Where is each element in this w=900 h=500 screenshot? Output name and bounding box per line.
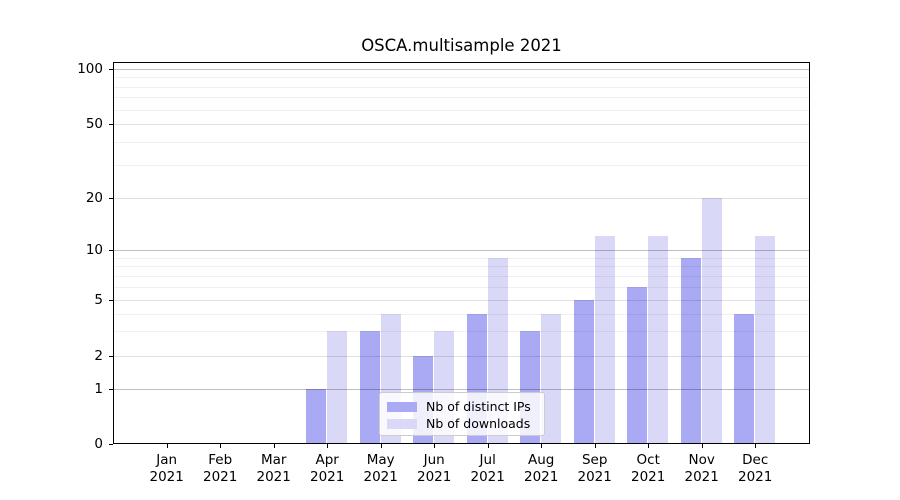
x-tick-dec: [755, 444, 756, 448]
chart-title: OSCA.multisample 2021: [361, 36, 562, 55]
gridline-minor-6: [114, 287, 809, 288]
gridline-minor-3: [114, 331, 809, 332]
gridline-medium-2: [114, 356, 809, 357]
y-tick-label-1: 1: [94, 381, 103, 397]
x-tick-label-apr: Apr 2021: [310, 452, 345, 485]
x-tick-label-nov: Nov 2021: [684, 452, 719, 485]
gridline-minor-8: [114, 266, 809, 267]
x-tick-sep: [595, 444, 596, 448]
x-tick-label-aug: Aug 2021: [524, 452, 559, 485]
bar-downloads-oct: [648, 236, 669, 444]
gridline-major-100: [114, 69, 809, 70]
gridline-minor-4: [114, 314, 809, 315]
legend-swatch-downloads: [387, 418, 417, 429]
x-tick-label-feb: Feb 2021: [203, 452, 238, 485]
x-tick-may: [381, 444, 382, 448]
x-tick-feb: [220, 444, 221, 448]
y-tick-100: [109, 69, 113, 70]
y-tick-label-50: 50: [85, 116, 103, 132]
y-tick-label-10: 10: [85, 242, 103, 258]
y-tick-10: [109, 250, 113, 251]
y-tick-20: [109, 198, 113, 199]
legend-item-distinct-ips: Nb of distinct IPs: [387, 398, 536, 415]
y-tick-5: [109, 300, 113, 301]
x-tick-label-oct: Oct 2021: [631, 452, 666, 485]
bar-ips-apr: [306, 389, 327, 444]
legend-item-downloads: Nb of downloads: [387, 415, 536, 432]
x-tick-label-dec: Dec 2021: [738, 452, 773, 485]
x-tick-label-may: May 2021: [363, 452, 398, 485]
y-tick-2: [109, 356, 113, 357]
y-tick-0: [109, 444, 113, 445]
y-tick-label-0: 0: [94, 435, 103, 452]
y-tick-label-100: 100: [77, 61, 103, 77]
bar-ips-sep: [573, 300, 594, 444]
x-tick-label-sep: Sep 2021: [577, 452, 612, 485]
x-tick-mar: [274, 444, 275, 448]
x-tick-oct: [648, 444, 649, 448]
gridline-minor-9: [114, 258, 809, 259]
bar-downloads-apr: [327, 331, 348, 444]
bar-downloads-aug: [541, 313, 562, 444]
bar-ips-dec: [734, 313, 755, 444]
gridline-minor-70: [114, 97, 809, 98]
legend-swatch-distinct-ips: [387, 401, 417, 412]
bar-ips-nov: [680, 257, 701, 444]
gridline-minor-30: [114, 165, 809, 166]
x-tick-aug: [541, 444, 542, 448]
legend-label-downloads: Nb of downloads: [426, 415, 531, 431]
bar-downloads-dec: [755, 236, 776, 444]
bar-downloads-nov: [701, 198, 722, 444]
legend-label-distinct-ips: Nb of distinct IPs: [426, 398, 531, 414]
x-tick-label-jan: Jan 2021: [149, 452, 184, 485]
gridline-minor-90: [114, 77, 809, 78]
y-tick-50: [109, 124, 113, 125]
gridline-major-1: [114, 389, 809, 390]
gridline-medium-50: [114, 124, 809, 125]
x-tick-jul: [488, 444, 489, 448]
y-tick-label-2: 2: [94, 348, 103, 364]
x-tick-jan: [167, 444, 168, 448]
gridline-minor-7: [114, 276, 809, 277]
gridline-medium-5: [114, 300, 809, 301]
y-tick-label-5: 5: [94, 292, 103, 308]
gridline-medium-20: [114, 198, 809, 199]
legend: Nb of distinct IPs Nb of downloads: [379, 392, 545, 436]
x-tick-apr: [327, 444, 328, 448]
y-tick-label-20: 20: [85, 190, 103, 206]
x-tick-label-jun: Jun 2021: [417, 452, 452, 485]
x-tick-jun: [434, 444, 435, 448]
x-tick-nov: [702, 444, 703, 448]
bar-ips-may: [359, 331, 380, 444]
gridline-major-10: [114, 250, 809, 251]
x-tick-label-mar: Mar 2021: [256, 452, 291, 485]
gridline-minor-60: [114, 110, 809, 111]
bar-ips-oct: [627, 286, 648, 444]
x-tick-label-jul: Jul 2021: [470, 452, 505, 485]
bar-downloads-sep: [594, 236, 615, 444]
gridline-minor-40: [114, 142, 809, 143]
gridline-minor-80: [114, 87, 809, 88]
y-tick-1: [109, 389, 113, 390]
